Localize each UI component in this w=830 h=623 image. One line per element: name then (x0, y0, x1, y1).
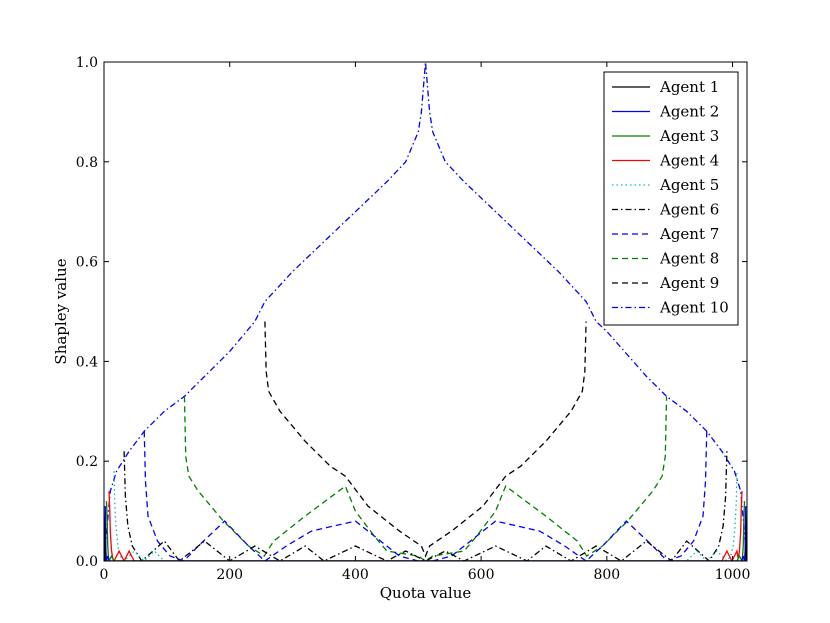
x-tick-label: 200 (216, 567, 243, 583)
x-tick-label: 400 (342, 567, 369, 583)
y-tick-label: 0.6 (76, 255, 98, 271)
series-line-agent-6 (123, 451, 728, 561)
legend-label: Agent 6 (659, 201, 719, 219)
series-line-agent-5 (113, 471, 747, 561)
plot-series-group (104, 62, 747, 561)
x-tick-label: 0 (100, 567, 109, 583)
legend-label: Agent 7 (659, 225, 719, 243)
legend-label: Agent 4 (659, 152, 719, 170)
series-line-agent-3 (105, 501, 746, 561)
y-tick-label: 0.4 (76, 354, 98, 370)
plot-frame (103, 61, 748, 562)
series-line-agent-8 (183, 396, 668, 561)
legend-label: Agent 10 (659, 299, 729, 317)
y-axis-label: Shapley value (52, 258, 70, 364)
y-tick-label: 0.0 (76, 554, 98, 570)
legend-label: Agent 5 (659, 176, 719, 194)
legend-label: Agent 2 (659, 103, 719, 121)
series-line-agent-9 (264, 321, 587, 558)
x-tick-label: 800 (593, 567, 620, 583)
y-tick-label: 0.8 (76, 155, 98, 171)
series-line-agent-7 (143, 431, 708, 561)
x-tick-label: 600 (468, 567, 495, 583)
legend-label: Agent 9 (659, 274, 719, 292)
legend-label: Agent 1 (659, 78, 719, 96)
axis-ticks: 0 200 400 600 800 1000 0.0 0.2 0.4 0.6 0.8 1.0 (76, 55, 751, 583)
series-line-agent-2 (104, 506, 747, 561)
legend-label: Agent 3 (659, 127, 719, 145)
legend-label: Agent 8 (659, 250, 719, 268)
series-line-agent-4 (108, 491, 743, 561)
y-tick-label: 0.2 (76, 454, 98, 470)
y-tick-label: 1.0 (76, 55, 98, 71)
legend: Agent 1 Agent 2 Agent 3 Agent 4 Agent 5 Agent… (603, 71, 739, 326)
x-axis-label: Quota value (380, 584, 472, 602)
x-tick-label: 1000 (715, 567, 751, 583)
series-line-agent-1 (104, 511, 747, 561)
